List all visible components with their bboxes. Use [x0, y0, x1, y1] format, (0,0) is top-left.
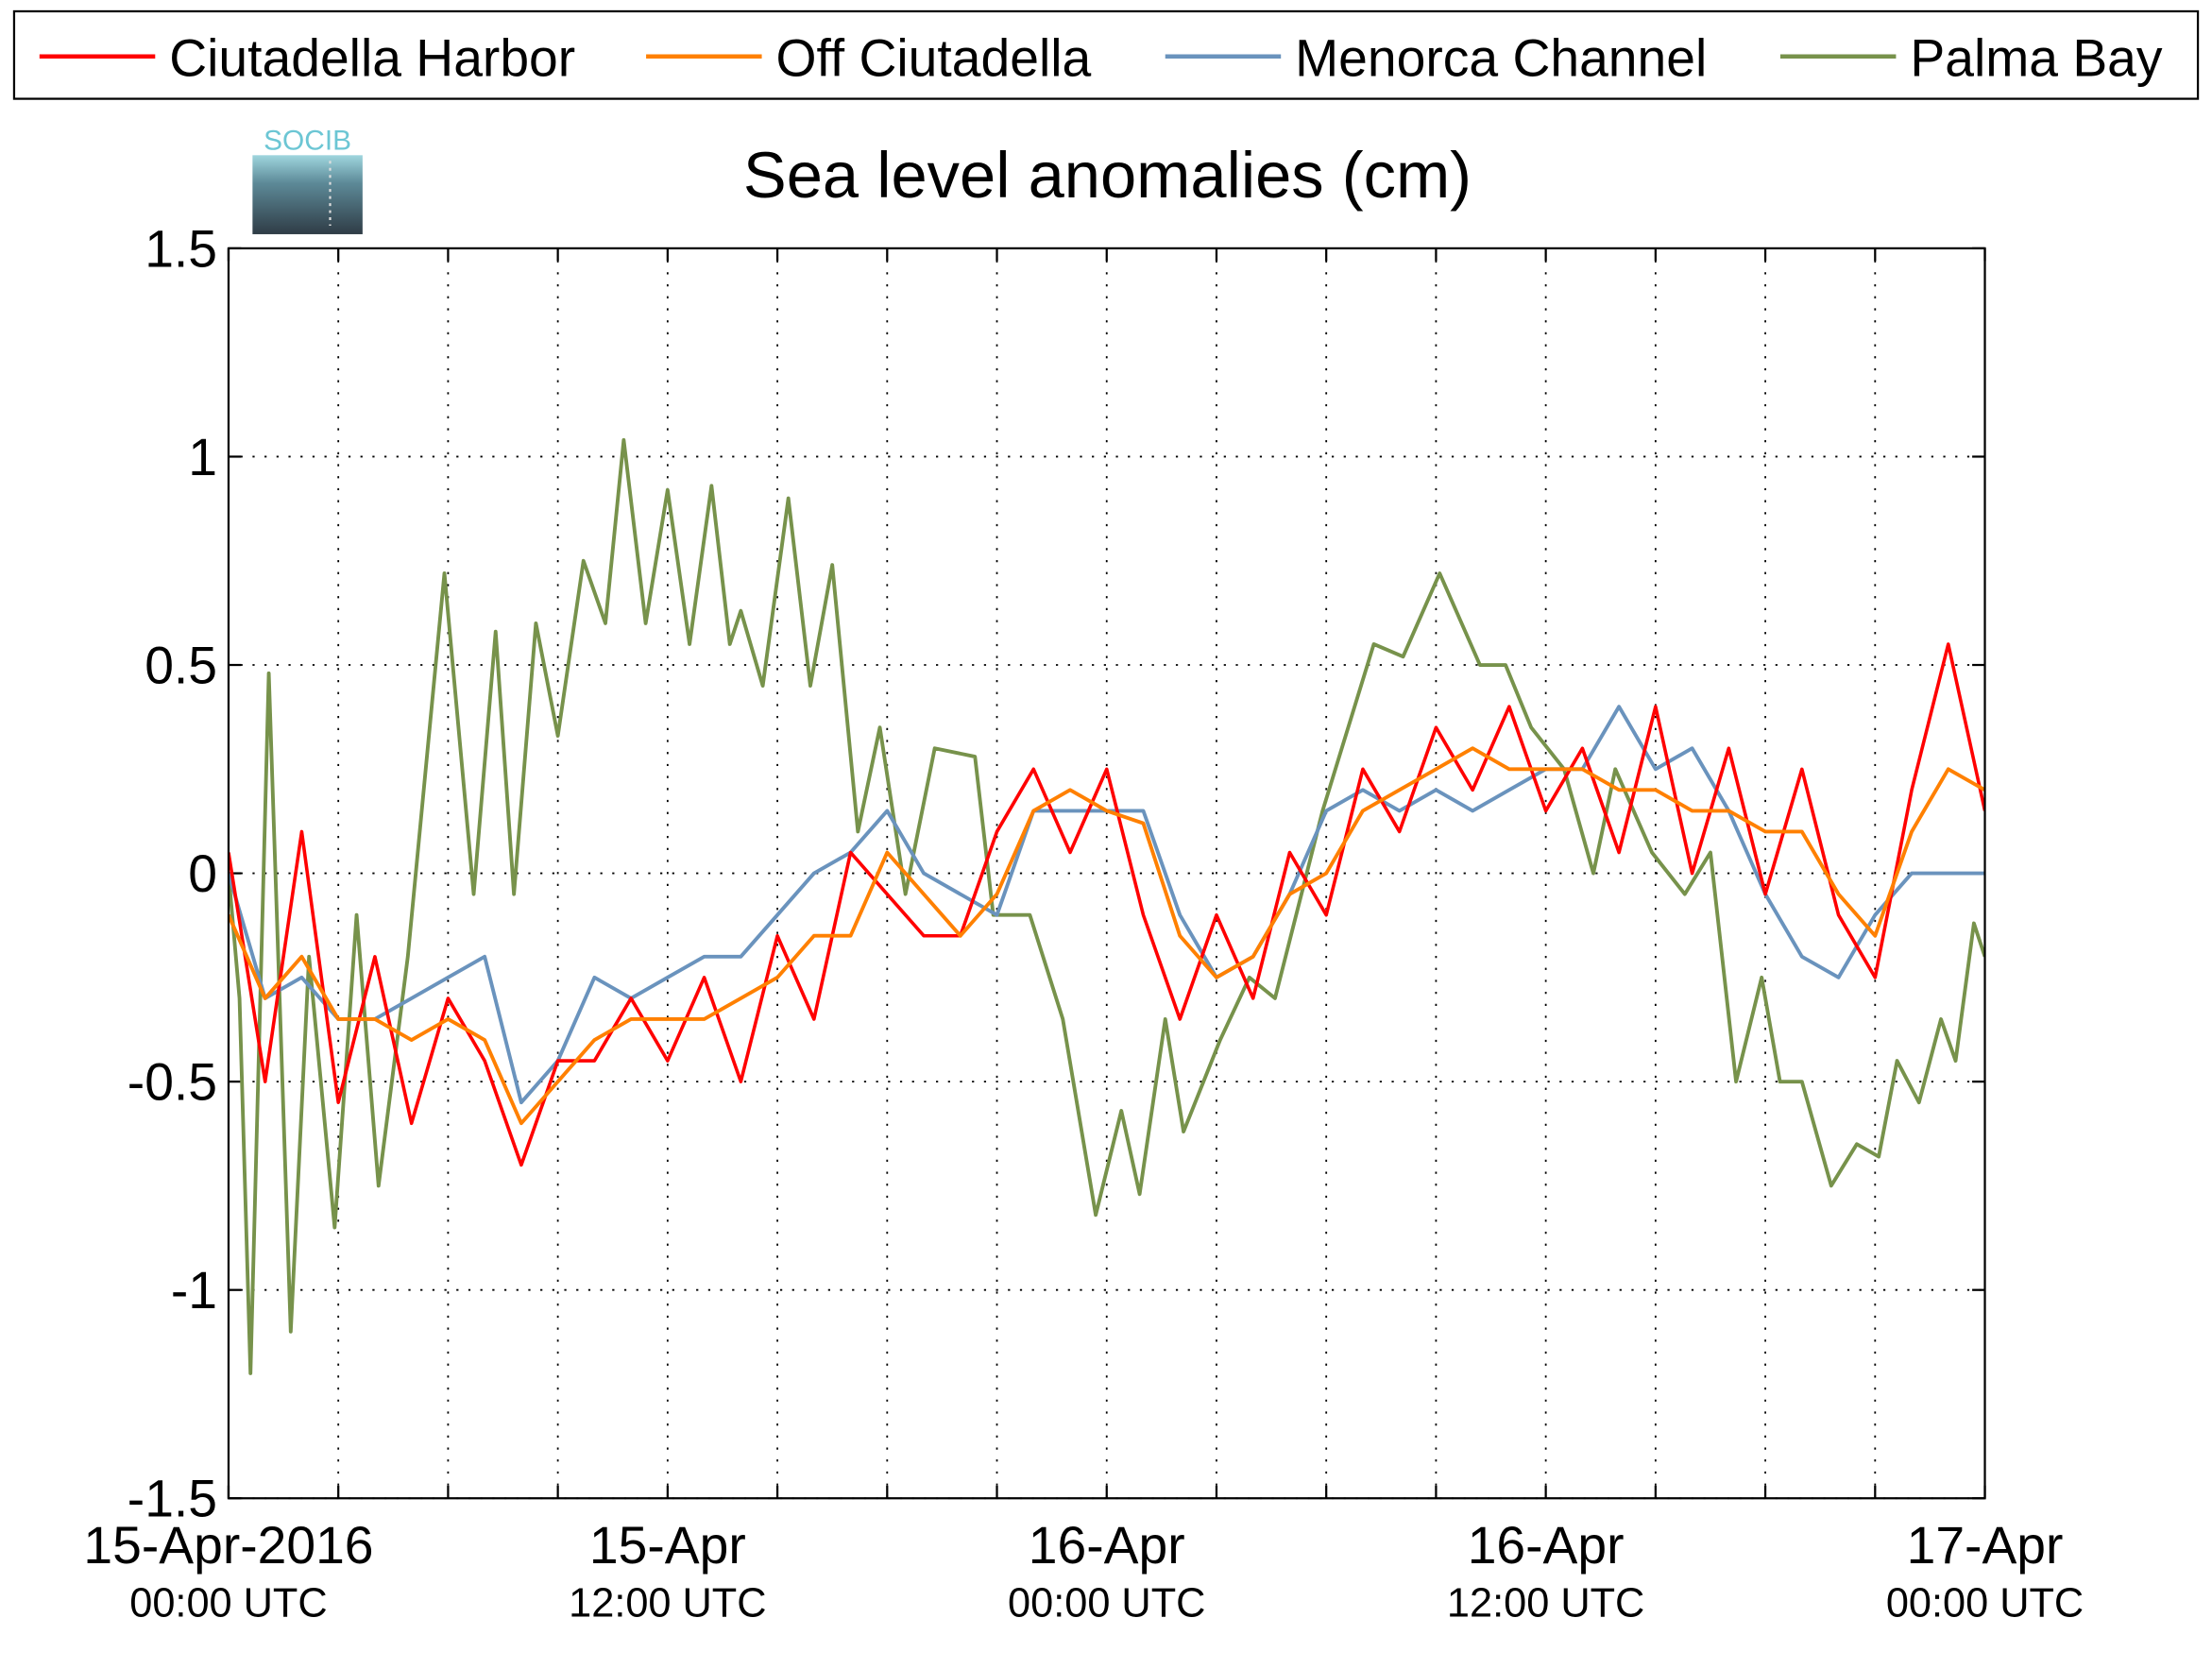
logo-text: SOCIB: [264, 125, 351, 156]
x-tick-sublabel: 12:00 UTC: [1447, 1581, 1644, 1626]
x-tick-sublabel: 00:00 UTC: [1886, 1581, 2084, 1626]
x-tick-label: 16-Apr: [1029, 1516, 1185, 1575]
x-tick-sublabel: 12:00 UTC: [569, 1581, 766, 1626]
legend-label: Palma Bay: [1910, 29, 2163, 88]
logo-image: [252, 155, 363, 234]
x-tick-sublabel: 00:00 UTC: [1008, 1581, 1205, 1626]
y-tick-label: 0.5: [145, 636, 217, 694]
series-line: [228, 642, 1985, 1167]
legend-label: Ciutadella Harbor: [169, 29, 575, 88]
x-tick-label: 15-Apr: [589, 1516, 746, 1575]
x-tick-label: 15-Apr-2016: [83, 1516, 373, 1575]
y-tick-label: 1: [188, 428, 217, 486]
y-tick-label: 0: [188, 844, 217, 903]
series-line: [228, 746, 1985, 1126]
legend-label: Off Ciutadella: [775, 29, 1091, 88]
x-tick-label: 16-Apr: [1468, 1516, 1625, 1575]
x-tick-sublabel: 00:00 UTC: [129, 1581, 327, 1626]
y-tick-label: -0.5: [128, 1053, 217, 1112]
series-line: [228, 437, 1985, 1375]
y-tick-label: -1.5: [128, 1470, 217, 1528]
y-tick-label: -1: [171, 1261, 217, 1320]
chart-title: Sea level anomalies (cm): [743, 139, 1472, 212]
legend-label: Menorca Channel: [1295, 29, 1707, 88]
x-tick-label: 17-Apr: [1907, 1516, 2064, 1575]
plot-frame: [227, 247, 1986, 1500]
logo: SOCIB: [252, 125, 363, 234]
y-tick-label: 1.5: [145, 219, 217, 278]
